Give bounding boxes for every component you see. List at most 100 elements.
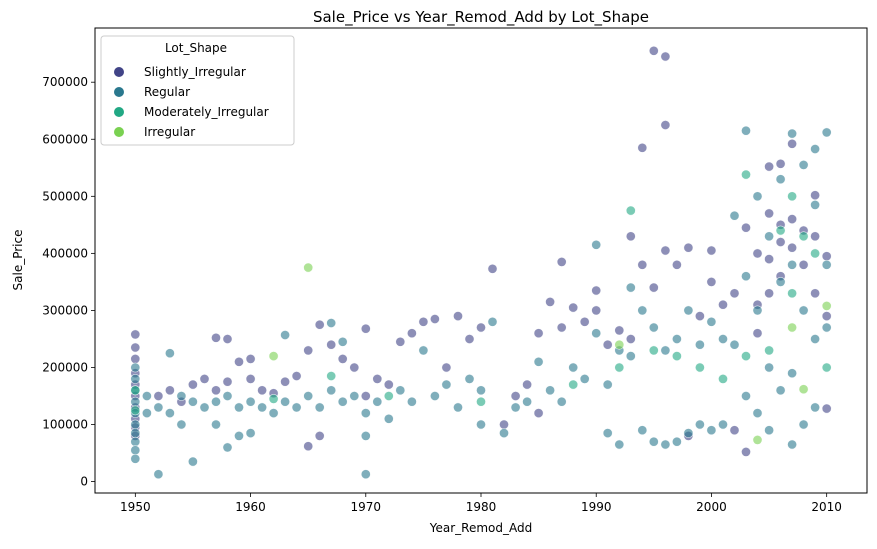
data-point — [695, 362, 705, 373]
data-point — [303, 345, 314, 356]
legend-label: Regular — [144, 85, 190, 99]
data-point — [821, 251, 832, 262]
data-point — [303, 391, 314, 401]
data-point — [787, 128, 797, 139]
data-point — [810, 248, 820, 259]
y-tick-label: 100000 — [42, 418, 88, 432]
data-point — [810, 231, 820, 242]
data-point — [798, 159, 809, 170]
data-point — [326, 318, 337, 328]
data-point — [614, 339, 625, 350]
data-point — [591, 239, 602, 250]
data-point — [752, 191, 763, 202]
data-point — [764, 231, 774, 242]
data-point — [476, 419, 486, 430]
y-tick-label: 200000 — [42, 360, 88, 374]
data-point — [821, 403, 832, 414]
data-point — [234, 430, 244, 441]
data-point — [648, 345, 659, 356]
legend-item: Regular — [114, 85, 190, 99]
data-point — [718, 419, 728, 430]
data-point — [614, 325, 625, 336]
data-point — [245, 396, 256, 407]
data-point — [568, 302, 579, 313]
data-point — [821, 311, 832, 321]
data-point — [268, 351, 279, 361]
data-point — [211, 332, 221, 343]
data-point — [257, 385, 267, 396]
data-point — [141, 391, 152, 401]
series-irregular — [268, 262, 832, 445]
data-point — [556, 396, 567, 407]
data-point — [695, 339, 705, 350]
data-point — [810, 199, 820, 210]
data-point — [810, 190, 820, 201]
data-point — [130, 396, 141, 407]
data-point — [326, 385, 337, 396]
legend-label: Moderately_Irregular — [144, 105, 269, 119]
data-point — [360, 430, 371, 441]
data-point — [234, 356, 244, 367]
data-point — [752, 434, 763, 445]
data-point — [337, 353, 348, 364]
data-point — [199, 373, 210, 384]
data-point — [695, 419, 705, 430]
data-point — [775, 174, 786, 185]
data-point — [349, 362, 360, 373]
data-point — [764, 208, 774, 219]
data-point — [245, 373, 256, 384]
data-point — [798, 305, 809, 316]
data-point — [533, 356, 544, 367]
data-point — [729, 288, 740, 299]
data-point — [314, 402, 325, 413]
data-point — [395, 385, 406, 396]
x-tick-label: 2000 — [696, 500, 727, 514]
data-point — [729, 425, 740, 436]
data-point — [775, 225, 786, 236]
data-point — [568, 379, 579, 390]
data-point — [522, 396, 532, 407]
data-point — [234, 402, 244, 413]
data-point — [821, 322, 832, 333]
data-point — [556, 256, 567, 267]
data-point — [130, 453, 141, 464]
data-point — [775, 237, 786, 247]
data-point — [683, 305, 694, 316]
x-tick-label: 1970 — [351, 500, 382, 514]
data-point — [187, 379, 198, 390]
data-point — [476, 396, 486, 407]
data-point — [303, 262, 314, 273]
data-point — [291, 371, 302, 381]
data-point — [314, 430, 325, 441]
data-point — [406, 396, 417, 407]
data-point — [787, 368, 797, 379]
data-point — [764, 161, 774, 172]
data-point — [441, 362, 452, 373]
data-point — [729, 210, 740, 221]
data-point — [718, 334, 728, 344]
data-point — [787, 191, 797, 202]
data-point — [141, 408, 152, 418]
data-point — [741, 169, 751, 180]
data-point — [187, 456, 198, 467]
data-point — [545, 296, 555, 307]
data-point — [360, 391, 371, 401]
x-tick-label: 1990 — [581, 500, 612, 514]
data-point — [787, 138, 797, 149]
data-point — [164, 408, 175, 418]
data-point — [326, 371, 337, 381]
data-point — [130, 405, 141, 416]
data-point — [326, 339, 337, 350]
data-point — [222, 376, 233, 387]
x-axis: 1950 1960 1970 1980 1990 2000 2010 — [120, 493, 842, 514]
legend-label: Irregular — [144, 125, 195, 139]
data-point — [303, 441, 314, 452]
data-point — [672, 334, 682, 344]
data-point — [130, 445, 141, 456]
x-tick-label: 1950 — [120, 500, 151, 514]
legend: Lot_Shape Slightly_Irregular Regular Moder… — [100, 35, 295, 146]
data-point — [660, 345, 671, 356]
data-point — [718, 373, 728, 384]
